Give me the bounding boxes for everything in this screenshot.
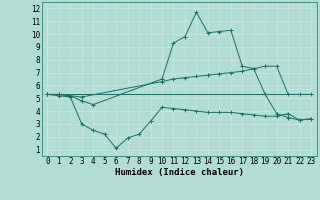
X-axis label: Humidex (Indice chaleur): Humidex (Indice chaleur) — [115, 168, 244, 177]
